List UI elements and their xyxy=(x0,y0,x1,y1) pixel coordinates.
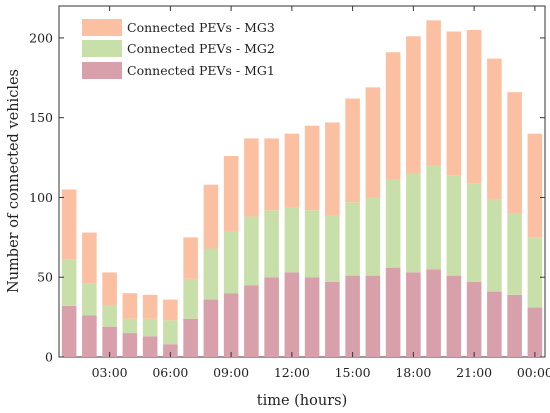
bar-segment-mg2-11:00 xyxy=(264,210,279,278)
legend-swatch-mg3 xyxy=(82,19,122,36)
bar-segment-mg3-18:00 xyxy=(406,36,421,174)
x-tick-label: 06:00 xyxy=(152,365,188,380)
bar-segment-mg3-01:00 xyxy=(61,189,77,260)
bar-segment-mg3-04:00 xyxy=(122,293,138,319)
y-axis-ticks: 0 50 100 150 200 xyxy=(29,30,545,365)
x-tick-label: 00:00 xyxy=(517,365,550,380)
bar-segment-mg2-19:00 xyxy=(426,165,441,270)
bar-segment-mg2-17:00 xyxy=(385,179,401,268)
bar-segment-mg1-07:00 xyxy=(183,318,198,357)
bar-segment-mg1-11:00 xyxy=(264,277,279,357)
bar-segment-mg2-02:00 xyxy=(82,283,97,316)
bar-segment-mg2-16:00 xyxy=(365,197,381,276)
legend-label-mg1: Connected PEVs - MG1 xyxy=(127,63,275,78)
legend-label-mg3: Connected PEVs - MG3 xyxy=(127,20,275,35)
bar-segment-mg3-03:00 xyxy=(102,272,117,306)
bar-segment-mg1-04:00 xyxy=(122,333,138,357)
bar-segment-mg3-19:00 xyxy=(426,20,441,166)
bar-segment-mg2-05:00 xyxy=(142,318,158,337)
x-tick-label: 15:00 xyxy=(335,365,371,380)
bar-segment-mg2-13:00 xyxy=(304,210,320,278)
bar-segment-mg1-06:00 xyxy=(163,344,178,357)
x-tick-label: 03:00 xyxy=(92,365,128,380)
bar-segment-mg3-07:00 xyxy=(183,237,198,279)
y-tick-label: 200 xyxy=(29,30,53,45)
bar-segment-mg3-21:00 xyxy=(466,29,482,184)
x-axis-title: time (hours) xyxy=(257,393,348,409)
y-tick-label: 100 xyxy=(29,190,53,205)
bar-segment-mg2-15:00 xyxy=(345,202,360,276)
bar-segment-mg2-07:00 xyxy=(183,278,198,319)
bar-segment-mg1-10:00 xyxy=(244,285,259,357)
y-tick-label: 50 xyxy=(37,270,53,285)
bar-segment-mg3-09:00 xyxy=(223,155,239,231)
bar-segment-mg3-11:00 xyxy=(264,138,279,211)
bar-segment-mg1-21:00 xyxy=(466,282,482,357)
x-tick-label: 21:00 xyxy=(456,365,492,380)
bar-segment-mg2-01:00 xyxy=(61,259,77,306)
bar-segment-mg2-18:00 xyxy=(406,173,421,273)
x-tick-label: 18:00 xyxy=(395,365,431,380)
bar-segment-mg3-10:00 xyxy=(244,138,259,217)
bar-segment-mg3-14:00 xyxy=(325,122,340,216)
bar-segment-mg1-20:00 xyxy=(446,275,462,357)
bar-segment-mg2-10:00 xyxy=(244,216,259,286)
bar-segment-mg2-23:00 xyxy=(507,213,522,295)
bar-segment-mg3-08:00 xyxy=(203,184,219,249)
bar-segment-mg3-02:00 xyxy=(82,232,97,284)
y-tick-label: 0 xyxy=(45,350,53,365)
bar-segment-mg3-13:00 xyxy=(304,125,320,211)
bar-segment-mg1-15:00 xyxy=(345,275,360,357)
bar-segment-mg1-23:00 xyxy=(507,294,522,357)
bar-segment-mg3-20:00 xyxy=(446,31,462,176)
bar-segment-mg1-13:00 xyxy=(304,277,320,357)
bar-segment-mg2-21:00 xyxy=(466,183,482,283)
bar-segment-mg2-06:00 xyxy=(163,320,178,345)
bar-segment-mg1-03:00 xyxy=(102,326,117,357)
bar-segment-mg1-16:00 xyxy=(365,275,381,357)
bar-segment-mg3-00:00 xyxy=(527,133,543,238)
plot-frame xyxy=(58,5,546,358)
bar-segment-mg3-16:00 xyxy=(365,87,381,198)
bar-segment-mg1-08:00 xyxy=(203,299,219,357)
bar-segment-mg3-05:00 xyxy=(142,294,158,319)
bar-segment-mg3-23:00 xyxy=(507,92,522,214)
bar-segment-mg1-00:00 xyxy=(527,307,543,357)
y-axis-title: Number of connected vehicles xyxy=(6,69,22,293)
bar-segment-mg3-22:00 xyxy=(487,58,502,200)
bar-segment-mg1-05:00 xyxy=(142,336,158,357)
bar-segment-mg1-17:00 xyxy=(385,267,401,357)
x-tick-label: 09:00 xyxy=(213,365,249,380)
bar-segment-mg1-14:00 xyxy=(325,282,340,357)
bar-segment-mg1-18:00 xyxy=(406,272,421,357)
bars-group xyxy=(61,20,543,357)
bar-segment-mg3-15:00 xyxy=(345,98,360,203)
bar-segment-mg3-17:00 xyxy=(385,52,401,180)
bar-segment-mg1-09:00 xyxy=(223,293,239,357)
bar-segment-mg3-06:00 xyxy=(163,299,178,321)
bar-segment-mg1-12:00 xyxy=(284,272,300,357)
x-axis-ticks: 03:00 06:00 09:00 12:00 15:00 18:00 21:00 00:00 xyxy=(92,6,550,380)
legend-swatch-mg2 xyxy=(82,40,122,57)
y-tick-label: 150 xyxy=(29,110,53,125)
bar-segment-mg1-02:00 xyxy=(82,315,97,357)
bar-segment-mg1-22:00 xyxy=(487,291,502,357)
bar-segment-mg2-14:00 xyxy=(325,215,340,283)
bar-segment-mg2-08:00 xyxy=(203,248,219,300)
bar-segment-mg3-12:00 xyxy=(284,133,300,208)
bar-segment-mg1-01:00 xyxy=(61,305,77,357)
bar-segment-mg2-12:00 xyxy=(284,207,300,273)
x-tick-label: 12:00 xyxy=(274,365,310,380)
legend-label-mg2: Connected PEVs - MG2 xyxy=(127,41,275,56)
legend: Connected PEVs - MG3 Connected PEVs - MG… xyxy=(82,19,275,79)
bar-segment-mg2-22:00 xyxy=(487,199,502,292)
legend-swatch-mg1 xyxy=(82,62,122,79)
bar-segment-mg2-04:00 xyxy=(122,318,138,334)
bar-segment-mg1-19:00 xyxy=(426,269,441,357)
bar-segment-mg2-20:00 xyxy=(446,175,462,276)
bar-segment-mg2-09:00 xyxy=(223,230,239,294)
bar-segment-mg2-00:00 xyxy=(527,237,543,308)
bar-segment-mg2-03:00 xyxy=(102,305,117,327)
